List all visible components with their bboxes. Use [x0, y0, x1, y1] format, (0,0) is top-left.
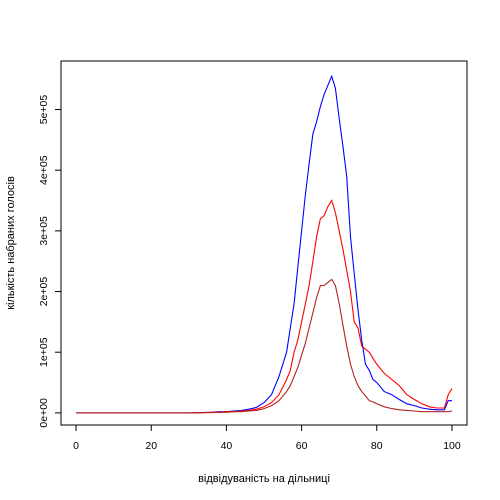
x-tick-label: 40 — [221, 440, 233, 452]
y-tick-label: 4e+05 — [38, 155, 50, 185]
series-line-3 — [76, 278, 453, 414]
y-tick-label: 5e+05 — [38, 95, 50, 125]
y-tick-label: 2e+05 — [38, 277, 50, 307]
plot-frame — [60, 60, 468, 426]
y-tick-label: 0e+00 — [38, 398, 50, 428]
x-tick-label: 100 — [443, 440, 461, 452]
x-axis-title: відвідуваність на дільниці — [198, 473, 330, 485]
y-tick-label: 1e+05 — [38, 337, 50, 367]
series-line-2 — [76, 199, 453, 414]
series-line-1 — [76, 74, 452, 414]
x-tick-label: 0 — [73, 440, 79, 452]
x-tick-label: 20 — [145, 440, 157, 452]
x-tick-label: 80 — [371, 440, 383, 452]
x-axis: 0 20 40 60 80 100 — [73, 425, 461, 452]
y-axis-title: кількість набраних голосів — [5, 176, 17, 310]
x-tick-label: 60 — [296, 440, 308, 452]
y-tick-label: 3e+05 — [38, 216, 50, 246]
y-axis: 0e+00 1e+05 2e+05 3e+05 4e+05 5e+05 — [38, 95, 61, 428]
series-layer — [76, 74, 453, 414]
